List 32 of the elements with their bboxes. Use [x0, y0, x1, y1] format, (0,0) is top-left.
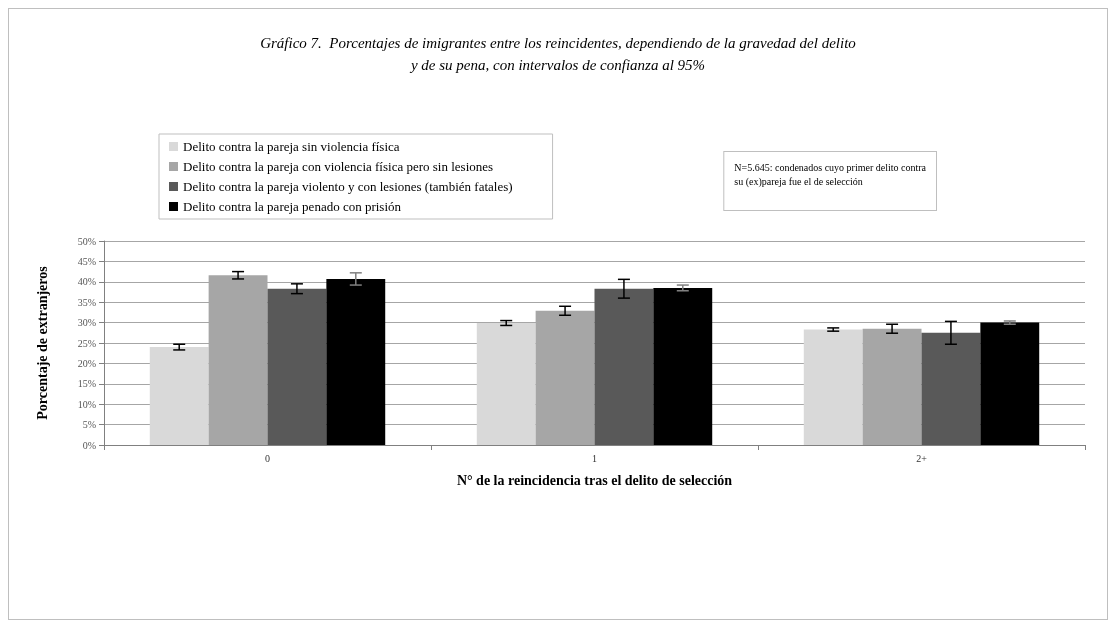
bar: [803, 329, 863, 445]
bar: [594, 288, 654, 445]
y-tick-label: 30%: [77, 317, 96, 329]
y-tick-label: 10%: [77, 398, 96, 410]
bar: [267, 288, 327, 445]
legend-label: Delito contra la pareja con violencia física pero sin lesiones: [183, 159, 494, 174]
bar: [862, 328, 922, 445]
y-tick-label: 20%: [77, 357, 96, 369]
text: N=5.645: condenados cuyo primer delito contra su (ex)pareja fue el de selección: [734, 161, 927, 188]
y-tick-label: 5%: [82, 419, 96, 431]
y-tick-label: 25%: [77, 337, 96, 349]
y-tick-label: 50%: [77, 235, 96, 247]
bar: [980, 322, 1040, 445]
y-axis-title: Porcentaje de extranjeros: [34, 265, 50, 420]
x-axis-title: N° de la reincidencia tras el delito de selección: [456, 472, 733, 488]
bar: [326, 278, 386, 445]
x-tick-label: 1: [592, 452, 597, 464]
legend-label: Delito contra la pareja penado con prisión: [183, 199, 402, 214]
y-tick-label: 45%: [77, 255, 96, 267]
x-tick-label: 0: [265, 452, 270, 464]
y-tick-label: 35%: [77, 296, 96, 308]
y-tick-label: 15%: [77, 378, 96, 390]
x-tick-label: 2+: [916, 452, 928, 464]
legend-label: Delito contra la pareja violento y con lesiones (también fatales): [183, 179, 513, 194]
y-tick-label: 0%: [82, 439, 96, 451]
chart-title: Gráfico 7. Porcentajes de imigrantes entre los reincidentes, dependiendo de la gravedad del delito y de su pena, con intervalos de confianza al 95%: [260, 35, 857, 73]
bar: [921, 332, 981, 445]
bar: [149, 347, 209, 445]
legend-label: Delito contra la pareja sin violencia física: [183, 139, 400, 154]
y-tick-label: 40%: [77, 276, 96, 288]
bar: [476, 323, 536, 445]
bar: [653, 287, 713, 445]
